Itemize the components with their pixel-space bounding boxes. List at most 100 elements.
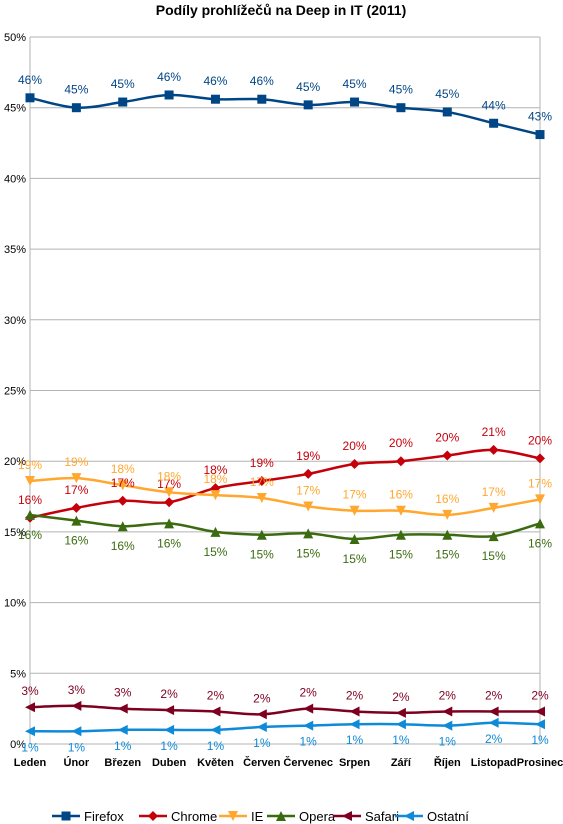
point-ie [303,501,314,512]
point-chrome [488,444,499,455]
data-label-safari: 2% [485,688,503,702]
x-tick-label: Leden [14,757,47,769]
point-firefox [442,107,452,117]
y-tick-label: 5% [10,668,26,680]
data-label-firefox: 45% [389,83,413,97]
y-tick-label: 25% [4,386,26,398]
data-label-ostatni: 1% [346,733,364,747]
data-label-ostatni: 1% [68,740,86,754]
point-opera [395,529,406,540]
point-safari [117,703,128,714]
data-label-opera: 16% [157,536,181,550]
point-ostatni [349,719,360,730]
y-tick-label: 20% [4,456,26,468]
x-tick-label: Únor [64,756,90,769]
point-safari [71,700,82,711]
x-tick-label: Srpen [339,757,370,769]
data-label-safari: 3% [68,683,86,697]
point-safari [164,705,175,716]
data-label-opera: 15% [389,548,413,562]
point-chrome [164,497,175,508]
series-line-opera [29,513,541,541]
series-line-ie [29,476,541,517]
point-opera [210,526,221,537]
point-ie [488,502,499,513]
legend-label-chrome: Chrome [171,809,217,824]
point-ostatni [535,719,545,730]
point-firefox [210,94,220,104]
y-tick-label: 10% [4,598,26,610]
point-opera [488,531,499,542]
y-tick-label: 40% [4,173,26,185]
point-firefox [396,103,406,113]
data-label-chrome: 17% [111,476,135,490]
data-label-safari: 2% [392,690,410,704]
point-firefox [535,130,545,140]
point-opera [349,533,360,544]
point-ostatni [395,719,406,730]
data-label-safari: 2% [300,686,318,700]
point-ie [71,473,82,484]
y-axis-ticks: 0% 5% 10% 15% 20% 25% 30% 35% 40% 45% 50% [4,32,26,751]
data-label-ostatni: 1% [207,739,225,753]
data-label-firefox: 46% [157,70,181,84]
data-label-ie: 17% [482,485,506,499]
data-label-ie: 19% [18,458,42,472]
data-label-opera: 15% [296,546,320,560]
x-tick-label: Listopad [471,757,517,769]
gridlines [30,36,540,745]
point-safari [303,703,314,714]
data-label-ostatni: 1% [253,736,271,750]
data-labels: 46% 45% 45% 46% 46% 46% 45% 45% 45% 45% 44% 43% 16% 1… [18,70,552,754]
point-opera [303,528,314,539]
data-label-opera: 15% [250,548,274,562]
data-label-ostatni: 1% [439,735,457,749]
data-label-ostatni: 1% [300,735,318,749]
data-label-ie: 17% [343,488,367,502]
data-label-firefox: 45% [343,77,367,91]
data-label-firefox: 46% [203,74,227,88]
point-opera [71,515,82,526]
data-label-safari: 3% [114,686,132,700]
data-label-chrome: 21% [482,425,506,439]
data-label-safari: 2% [207,688,225,702]
data-label-opera: 15% [343,552,367,566]
data-label-ie: 17% [528,476,552,490]
point-firefox [71,103,81,113]
point-chrome [535,453,545,464]
x-tick-label: Květen [197,757,234,769]
data-label-opera: 15% [203,545,227,559]
point-safari [488,706,499,717]
data-label-firefox: 43% [528,110,552,124]
point-safari [442,706,453,717]
data-label-safari: 2% [439,688,457,702]
legend-label-safari: Safari [365,809,399,824]
data-label-firefox: 45% [64,83,88,97]
point-safari [210,706,221,717]
legend-marker-chrome [148,811,158,821]
data-label-ostatni: 1% [392,733,410,747]
point-ostatni [71,726,82,737]
point-ostatni [25,726,35,737]
data-label-firefox: 46% [250,74,274,88]
data-label-ie: 16% [389,488,413,502]
point-chrome [256,475,267,486]
legend-marker-safari [342,811,352,821]
chart-title: Podíly prohlížečů na Deep in IT (2011) [156,2,407,18]
point-firefox [164,90,174,100]
legend-label-opera: Opera [299,809,336,824]
data-label-opera: 15% [482,549,506,563]
point-firefox [303,100,313,110]
point-firefox [118,97,128,107]
data-label-chrome: 20% [528,433,552,447]
y-tick-label: 0% [10,739,26,751]
point-ie [395,505,406,516]
data-label-opera: 16% [528,536,552,550]
legend-marker-opera [276,811,286,821]
legend-marker-ie [228,811,238,821]
point-ostatni [303,720,314,731]
point-opera [164,518,175,529]
data-label-chrome: 19% [250,456,274,470]
data-label-ie: 17% [296,483,320,497]
